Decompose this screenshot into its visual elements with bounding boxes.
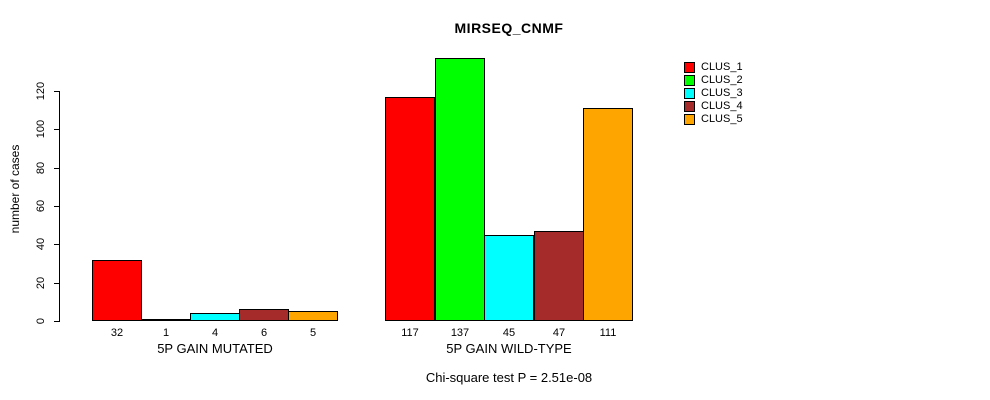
legend-label: CLUS_5: [701, 113, 743, 125]
legend-swatch: [684, 101, 695, 112]
legend: CLUS_1 CLUS_2 CLUS_3 CLUS_4 CLUS_5: [684, 61, 743, 126]
legend-item-clus_4: CLUS_4: [684, 100, 743, 113]
bar-value-label: 45: [502, 327, 516, 339]
bar-clus_4-mutated: [239, 309, 289, 321]
y-axis-tick: [54, 283, 59, 284]
legend-swatch: [684, 75, 695, 86]
legend-label: CLUS_1: [701, 61, 743, 73]
y-axis-tick-label: 120: [35, 81, 47, 101]
legend-item-clus_2: CLUS_2: [684, 74, 743, 87]
legend-label: CLUS_4: [701, 100, 743, 112]
legend-label: CLUS_3: [701, 87, 743, 99]
legend-item-clus_1: CLUS_1: [684, 61, 743, 74]
bar-clus_3-mutated: [190, 313, 240, 321]
bar-value-label: 32: [110, 327, 124, 339]
y-axis-tick: [54, 168, 59, 169]
bar-value-label: 5: [309, 327, 317, 339]
x-axis-group-label: 5P GAIN WILD-TYPE: [446, 341, 572, 356]
y-axis-tick: [54, 129, 59, 130]
bar-clus_5-mutated: [288, 311, 338, 321]
pvalue-annotation: Chi-square test P = 2.51e-08: [425, 370, 593, 385]
bar-value-label: 1: [162, 327, 170, 339]
y-axis-tick: [54, 206, 59, 207]
bar-clus_3-wild-type: [484, 235, 534, 321]
bar-value-label: 137: [450, 327, 470, 339]
bar-value-label: 6: [260, 327, 268, 339]
bar-value-label: 47: [552, 327, 566, 339]
bar-clus_2-mutated: [141, 319, 191, 321]
legend-label: CLUS_2: [701, 74, 743, 86]
legend-swatch: [684, 114, 695, 125]
chart-title: MIRSEQ_CNMF: [454, 20, 564, 36]
bar-clus_5-wild-type: [583, 108, 633, 321]
bar-clus_1-wild-type: [385, 97, 435, 321]
legend-swatch: [684, 62, 695, 73]
bar-clus_1-mutated: [92, 260, 142, 321]
bar-clus_2-wild-type: [435, 58, 485, 321]
legend-swatch: [684, 88, 695, 99]
bar-value-label: 4: [211, 327, 219, 339]
y-axis-tick: [54, 91, 59, 92]
y-axis-tick: [54, 244, 59, 245]
x-axis-group-label: 5P GAIN MUTATED: [157, 341, 273, 356]
y-axis-tick: [54, 321, 59, 322]
legend-item-clus_3: CLUS_3: [684, 87, 743, 100]
bar-value-label: 111: [599, 327, 617, 339]
bar-clus_4-wild-type: [534, 231, 584, 321]
bar-value-label: 117: [401, 327, 419, 339]
y-axis-line: [59, 91, 60, 322]
y-axis-title: number of cases: [8, 144, 22, 234]
legend-item-clus_5: CLUS_5: [684, 113, 743, 126]
